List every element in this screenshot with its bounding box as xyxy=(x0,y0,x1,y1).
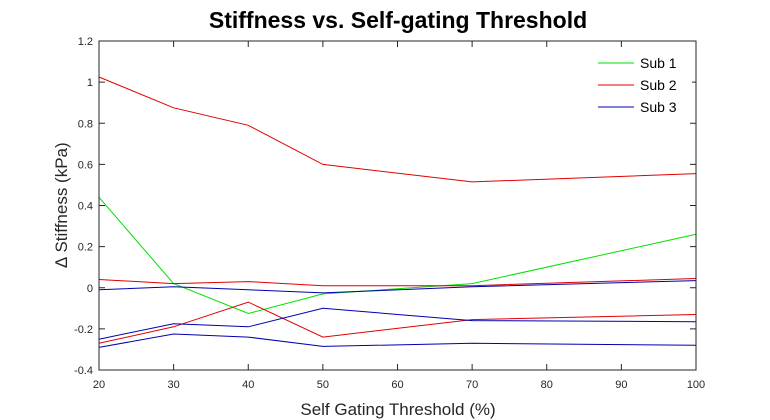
series-line-sub-3-c xyxy=(98,333,697,348)
legend-label-sub-1: Sub 1 xyxy=(640,55,677,71)
series-line-sub-3-b xyxy=(98,307,697,340)
y-tick-label: -0.4 xyxy=(74,365,93,377)
y-tick-label: 1 xyxy=(87,77,93,89)
x-tick-label: 40 xyxy=(242,379,254,391)
y-tick-label: 0.4 xyxy=(78,201,93,213)
series-layer xyxy=(98,76,697,348)
series-line-sub-2-a xyxy=(98,76,697,183)
y-tick-label: -0.2 xyxy=(74,324,93,336)
y-tick-label: 0.6 xyxy=(78,159,93,171)
y-tick-label: 0.2 xyxy=(78,242,93,254)
x-tick-label: 100 xyxy=(687,379,705,391)
x-tick-label: 60 xyxy=(391,379,403,391)
series-line-sub-3-a xyxy=(98,280,697,294)
legend-label-sub-2: Sub 2 xyxy=(640,77,677,93)
legend: Sub 1 Sub 2 Sub 3 xyxy=(592,50,692,122)
y-axis-title: ∆ Stiffness (kPa) xyxy=(52,142,71,267)
y-tick-label: 0.8 xyxy=(78,118,93,130)
legend-box xyxy=(592,50,692,122)
legend-label-sub-3: Sub 3 xyxy=(640,99,677,115)
x-tick-label: 70 xyxy=(466,379,478,391)
y-tick-label: 1.2 xyxy=(78,36,93,48)
tick-layer: 20 30 40 50 60 70 80 90 100 -0.4 -0.2 0 0.2 0.4 0.6 0.8… xyxy=(74,36,705,391)
x-tick-label: 80 xyxy=(541,379,553,391)
x-tick-label: 30 xyxy=(168,379,180,391)
x-tick-label: 90 xyxy=(615,379,627,391)
chart-title: Stiffness vs. Self-gating Threshold xyxy=(209,7,587,33)
y-tick-label: 0 xyxy=(87,283,93,295)
series-line-sub-2-c xyxy=(98,301,697,344)
series-line-sub-2-b xyxy=(98,278,697,287)
x-tick-label: 50 xyxy=(317,379,329,391)
legend-items: Sub 1 Sub 2 Sub 3 xyxy=(598,55,677,115)
x-tick-label: 20 xyxy=(93,379,105,391)
series-line-sub-1 xyxy=(98,196,697,315)
x-axis-title: Self Gating Threshold (%) xyxy=(300,400,495,419)
